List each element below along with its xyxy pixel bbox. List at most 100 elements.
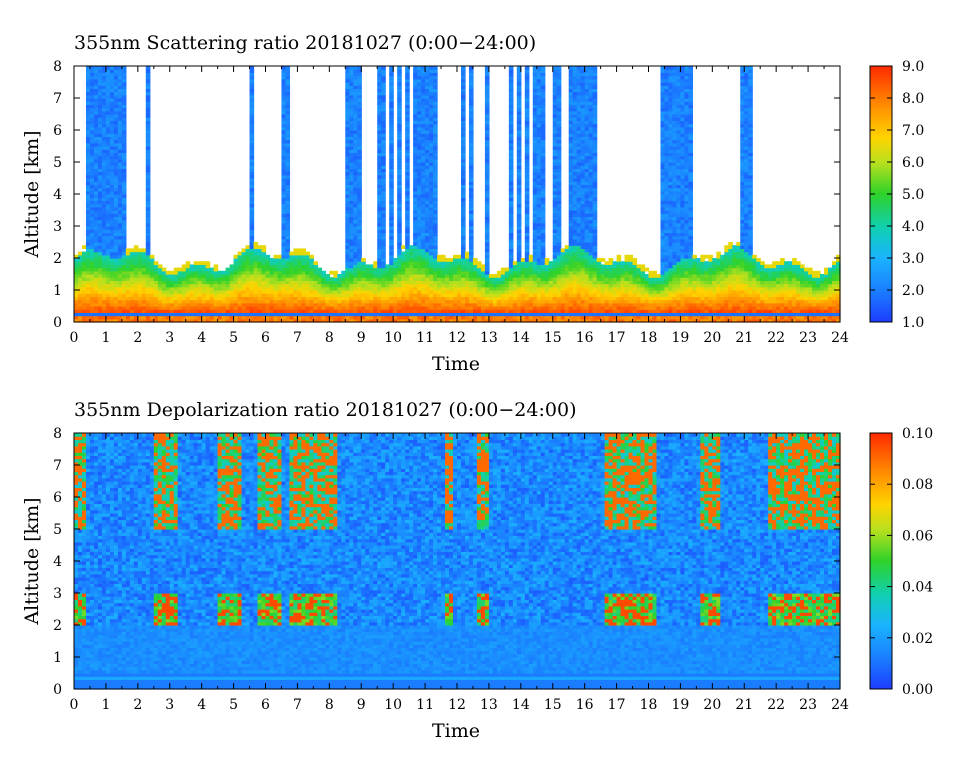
heatmap-cell	[122, 66, 127, 70]
heatmap-cell	[569, 66, 574, 70]
heatmap-cell	[497, 271, 502, 275]
heatmap-cell	[433, 66, 438, 70]
heatmap-cell	[457, 255, 462, 259]
heatmap-cell	[397, 66, 402, 70]
heatmap-cell	[453, 255, 458, 259]
heatmap-cell	[78, 252, 83, 256]
heatmap-cell	[349, 66, 354, 70]
heatmap-cell	[337, 274, 342, 278]
heatmap-cell	[190, 264, 195, 268]
heatmap-cell	[178, 268, 183, 272]
heatmap-cell	[465, 252, 470, 256]
chart-title: 355nm Scattering ratio 20181027 (0:00−24…	[74, 32, 536, 54]
heatmap-cell	[82, 252, 87, 256]
heatmap-cell	[341, 271, 346, 275]
heatmap-cell	[525, 66, 530, 70]
heatmap-cell	[130, 248, 135, 252]
heatmap-cell	[98, 66, 103, 70]
heatmap-cell	[377, 66, 382, 70]
heatmap-cell	[281, 66, 286, 70]
heatmap-cell	[206, 261, 211, 265]
heatmap-cell	[549, 261, 554, 265]
heatmap-cell	[309, 255, 314, 259]
heatmap-cell	[385, 264, 390, 268]
heatmap-cell	[293, 248, 298, 252]
heatmap-cell	[258, 245, 263, 249]
heatmap-cell	[329, 271, 334, 275]
heatmap-cell	[146, 66, 151, 70]
heatmap-cell	[409, 245, 414, 249]
heatmap-cell	[313, 261, 318, 265]
heatmap-cell	[182, 264, 187, 268]
heatmap-cell	[365, 264, 370, 268]
heatmap-cell	[461, 66, 466, 70]
heatmap-cell	[126, 248, 131, 252]
heatmap-cell	[373, 261, 378, 265]
heatmap-cell	[289, 252, 294, 256]
heatmap-cell	[90, 66, 95, 70]
heatmap-cell	[186, 261, 191, 265]
heatmap-cell	[513, 261, 518, 265]
heatmap-cell	[509, 66, 514, 70]
heatmap-cell	[529, 255, 534, 259]
heatmap-cell	[170, 271, 175, 275]
heatmap-cell	[545, 258, 550, 262]
heatmap-cell	[158, 264, 163, 268]
heatmap-cell	[425, 66, 430, 70]
heatmap-cell	[210, 268, 215, 272]
heatmap-cell	[301, 248, 306, 252]
heatmap-cell	[413, 66, 418, 70]
heatmap-cell	[277, 255, 282, 259]
heatmap-cell	[345, 66, 350, 70]
heatmap-cell	[505, 268, 510, 272]
heatmap-cell	[481, 264, 486, 268]
heatmap-cell	[393, 258, 398, 262]
heatmap-cell	[317, 268, 322, 272]
heatmap-cell	[238, 252, 243, 256]
heatmap-cell	[269, 258, 274, 262]
heatmap-cell	[194, 261, 199, 265]
heatmap-cell	[273, 255, 278, 259]
heatmap-cell	[218, 271, 223, 275]
heatmap-cell	[222, 271, 227, 275]
heatmap-cell	[250, 66, 255, 70]
heatmap-cell	[226, 268, 231, 272]
heatmap-cell	[285, 66, 290, 70]
heatmap-cell	[325, 274, 330, 278]
heatmap-cell	[110, 66, 115, 70]
heatmap-cell	[381, 66, 386, 70]
heatmap-cell	[166, 271, 171, 275]
heatmap-cell	[150, 255, 155, 259]
heatmap-cell	[138, 248, 143, 252]
heatmap-cell	[437, 255, 442, 259]
heatmap-plot	[74, 66, 841, 323]
heatmap-cell	[489, 274, 494, 278]
heatmap-cell	[553, 66, 558, 70]
heatmap-cell	[297, 248, 302, 252]
heatmap-cell	[361, 258, 366, 262]
heatmap-cell	[106, 66, 111, 70]
heatmap-cell	[417, 66, 422, 70]
heatmap-cell	[162, 268, 167, 272]
heatmap-cell	[401, 245, 406, 249]
heatmap-cell	[198, 261, 203, 265]
heatmap-cell	[174, 268, 179, 272]
heatmap-cell	[401, 252, 406, 256]
heatmap-cell	[242, 248, 247, 252]
heatmap-cell	[262, 245, 267, 249]
heatmap-cell	[445, 258, 450, 262]
heatmap-cell	[353, 66, 358, 70]
heatmap-cell	[521, 258, 526, 262]
heatmap-cell	[449, 258, 454, 262]
heatmap-cell	[254, 242, 259, 246]
heatmap-cell	[473, 258, 478, 262]
heatmap-cell	[266, 255, 271, 259]
heatmap-cell	[493, 274, 498, 278]
heatmap-cell	[142, 248, 147, 252]
heatmap-cell	[234, 255, 239, 259]
heatmap-cell	[321, 271, 326, 275]
heatmap-cell	[246, 245, 251, 249]
heatmap-cell	[561, 248, 566, 252]
heatmap-cell	[477, 261, 482, 265]
